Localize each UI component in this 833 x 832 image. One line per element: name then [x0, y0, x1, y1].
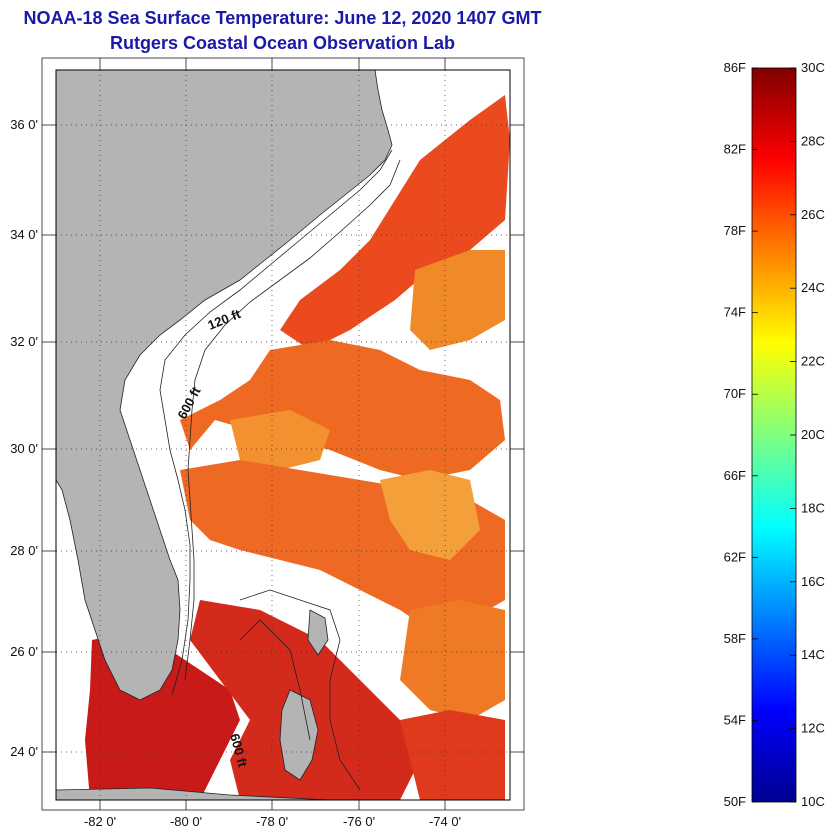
- lon-label: -80 0': [170, 814, 202, 829]
- sst-patch-east: [400, 600, 505, 720]
- land-us-east-coast: [56, 70, 393, 701]
- fahrenheit-label: 78F: [724, 223, 746, 238]
- celsius-label: 26C: [801, 207, 825, 222]
- contour-600ft: [184, 159, 401, 681]
- fahrenheit-label: 54F: [724, 712, 746, 727]
- fahrenheit-label: 66F: [724, 468, 746, 483]
- fahrenheit-label: 82F: [724, 142, 746, 157]
- lat-label: 24 0': [10, 744, 38, 759]
- lon-label: -76 0': [343, 814, 375, 829]
- longitude-labels: -82 0' -80 0' -78 0' -76 0' -74 0': [84, 814, 461, 829]
- fahrenheit-label: 70F: [724, 386, 746, 401]
- lon-label: -82 0': [84, 814, 116, 829]
- lat-label: 26 0': [10, 644, 38, 659]
- contour-bahamas: [239, 589, 361, 791]
- celsius-label: 30C: [801, 60, 825, 75]
- fahrenheit-label: 62F: [724, 549, 746, 564]
- fahrenheit-ticks: 86F 82F 78F 74F 70F 66F 62F 58F 54F 50F: [724, 60, 758, 809]
- fahrenheit-label: 50F: [724, 794, 746, 809]
- land-bahamas-abaco: [307, 609, 329, 656]
- frame-ticks: [42, 58, 524, 810]
- celsius-label: 18C: [801, 500, 825, 515]
- map-layers: 120 ft 600 ft 600 ft: [56, 70, 510, 800]
- lat-label: 28 0': [10, 543, 38, 558]
- celsius-label: 24C: [801, 280, 825, 295]
- celsius-ticks: 30C 28C 26C 24C 22C 20C 18C 16C 14C 12C 10C: [790, 60, 825, 809]
- sst-patch-south-east: [400, 710, 505, 800]
- fahrenheit-label: 58F: [724, 631, 746, 646]
- celsius-label: 20C: [801, 427, 825, 442]
- sst-patch-north-orange: [410, 250, 505, 350]
- lon-label: -78 0': [256, 814, 288, 829]
- celsius-label: 10C: [801, 794, 825, 809]
- lon-label: -74 0': [429, 814, 461, 829]
- contour-120ft: [159, 149, 393, 696]
- celsius-label: 22C: [801, 354, 825, 369]
- graticule: [56, 70, 510, 800]
- sst-patch-central-light: [380, 470, 480, 560]
- outer-frame: [41, 57, 525, 811]
- land-cuba: [56, 787, 331, 800]
- celsius-label: 16C: [801, 574, 825, 589]
- landmass: [56, 70, 393, 800]
- fahrenheit-label: 86F: [724, 60, 746, 75]
- map-frame: [55, 69, 511, 801]
- land-bahamas-andros: [279, 689, 319, 781]
- sst-patch-north: [280, 95, 510, 350]
- latitude-labels: 36 0' 34 0' 32 0' 30 0' 28 0' 26 0' 24 0…: [10, 117, 38, 759]
- colorbar-gradient: [751, 67, 797, 803]
- celsius-label: 28C: [801, 133, 825, 148]
- lat-label: 32 0': [10, 334, 38, 349]
- sst-patches: [85, 95, 510, 800]
- sst-patch-mid-orange: [230, 410, 330, 470]
- sst-patch-mid: [180, 340, 505, 480]
- lat-label: 36 0': [10, 117, 38, 132]
- lat-label: 34 0': [10, 227, 38, 242]
- fahrenheit-label: 74F: [724, 305, 746, 320]
- celsius-label: 12C: [801, 721, 825, 736]
- map-title: NOAA-18 Sea Surface Temperature: June 12…: [23, 8, 542, 28]
- celsius-label: 14C: [801, 647, 825, 662]
- lat-label: 30 0': [10, 441, 38, 456]
- bathymetry-contours: [159, 149, 401, 791]
- map-subtitle: Rutgers Coastal Ocean Observation Lab: [109, 33, 456, 53]
